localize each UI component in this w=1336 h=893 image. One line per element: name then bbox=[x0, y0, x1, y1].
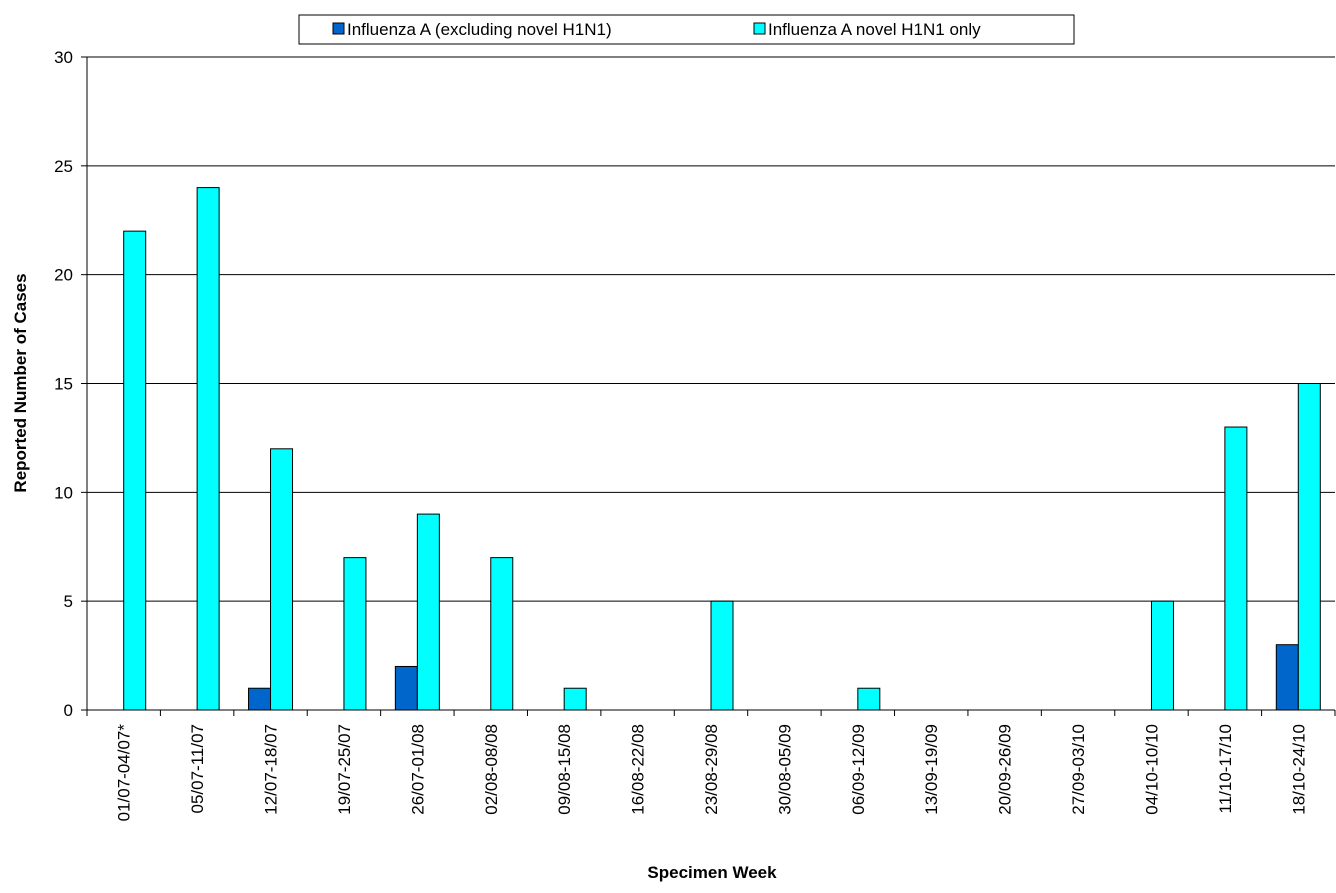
x-tick-label: 05/07-11/07 bbox=[188, 724, 207, 813]
gridlines bbox=[87, 56, 1335, 602]
legend-swatch-series-2 bbox=[753, 22, 766, 35]
bar-series-2-15 bbox=[1224, 426, 1248, 711]
x-tick-label: 27/09-03/10 bbox=[1069, 724, 1088, 815]
bar-series-2-0 bbox=[123, 230, 147, 711]
y-tick-label: 20 bbox=[54, 266, 73, 285]
x-tick-label: 12/07-18/07 bbox=[262, 724, 281, 815]
x-tick-label: 02/08-08/08 bbox=[482, 724, 501, 815]
bar-series-2-6 bbox=[563, 687, 587, 711]
y-tick-label: 0 bbox=[64, 701, 73, 720]
bar-series-2-3 bbox=[343, 557, 367, 711]
bar-series-2-2 bbox=[270, 448, 294, 711]
bar-series-2-5 bbox=[490, 557, 514, 711]
y-axis-label: Reported Number of Cases bbox=[11, 273, 30, 492]
x-tick-label: 30/08-05/09 bbox=[775, 724, 794, 815]
x-tick-label: 01/07-04/07* bbox=[115, 724, 134, 822]
x-tick-label: 19/07-25/07 bbox=[335, 724, 354, 815]
x-tick-label: 06/09-12/09 bbox=[849, 724, 868, 815]
legend-swatch-series-1 bbox=[332, 22, 345, 35]
x-tick-label: 11/10-17/10 bbox=[1216, 724, 1235, 813]
legend-label-series-2: Influenza A novel H1N1 only bbox=[768, 20, 981, 39]
legend-box bbox=[298, 14, 1075, 45]
x-tick-label: 09/08-15/08 bbox=[555, 724, 574, 815]
bar-series-2-16 bbox=[1297, 383, 1321, 711]
y-tick-label: 10 bbox=[54, 483, 73, 502]
x-tick-label: 23/08-29/08 bbox=[702, 724, 721, 815]
y-tick-labels: 0 5 10 15 20 25 30 bbox=[54, 48, 73, 720]
y-tick-label: 5 bbox=[64, 592, 73, 611]
x-tick-label: 13/09-19/09 bbox=[922, 724, 941, 815]
bar-series-2-8 bbox=[710, 600, 734, 711]
x-axis-label: Specimen Week bbox=[647, 863, 777, 882]
x-tick-labels: 01/07-04/07* 05/07-11/07 12/07-18/07 19/07-… bbox=[115, 724, 1309, 822]
bar-series-2-4 bbox=[416, 513, 440, 711]
y-tick-label: 30 bbox=[54, 48, 73, 67]
x-tick-label: 18/10-24/10 bbox=[1289, 724, 1308, 815]
x-tick-label: 20/09-26/09 bbox=[996, 724, 1015, 815]
bar-series-1-4 bbox=[394, 665, 418, 711]
y-tick-label: 15 bbox=[54, 375, 73, 394]
x-tick-label: 16/08-22/08 bbox=[629, 724, 648, 815]
y-tick-label: 25 bbox=[54, 157, 73, 176]
x-tick-label: 04/10-10/10 bbox=[1142, 724, 1161, 815]
bar-series-1-16 bbox=[1275, 644, 1299, 711]
bar-series-1-2 bbox=[248, 687, 272, 711]
x-tick-label: 26/07-01/08 bbox=[408, 724, 427, 815]
bar-series-2-10 bbox=[857, 687, 881, 711]
bar-series-2-14 bbox=[1150, 600, 1174, 711]
legend-label-series-1: Influenza A (excluding novel H1N1) bbox=[347, 20, 612, 39]
legend: Influenza A (excluding novel H1N1) Influ… bbox=[298, 14, 1075, 45]
bars bbox=[123, 187, 1321, 711]
axes bbox=[81, 56, 1336, 716]
bar-series-2-1 bbox=[196, 187, 220, 711]
